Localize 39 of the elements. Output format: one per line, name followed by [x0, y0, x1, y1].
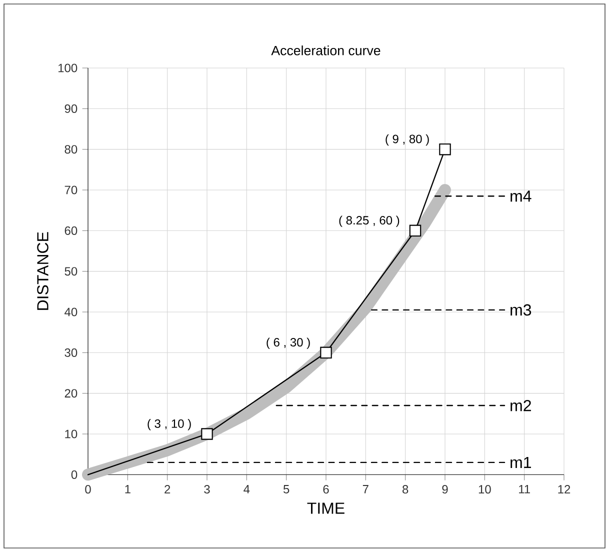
x-tick-label: 0 [85, 485, 91, 494]
y-axis-title: DISTANCE [37, 232, 48, 310]
y-tick-label: 10 [65, 430, 78, 438]
chart-title: Acceleration curve [271, 45, 380, 56]
y-tick-label: 20 [64, 389, 78, 398]
x-tick-label: 7 [362, 485, 368, 494]
y-tick-label: 60 [64, 226, 78, 235]
x-tick-label: 12 [558, 485, 570, 494]
x-tick-label: 3 [204, 485, 210, 494]
x-tick-label: 9 [442, 485, 448, 494]
x-tick-label: 10 [478, 485, 491, 494]
y-tick-label: 40 [64, 308, 78, 316]
y-tick-label: 100 [58, 64, 78, 72]
x-tick-label: 4 [244, 485, 250, 494]
point [439, 143, 451, 156]
series-label: m4 [510, 190, 532, 202]
x-tick-label: 2 [164, 485, 170, 494]
data-label: ( 3 , 10 ) [148, 419, 191, 430]
data-label: ( 9 , 80 ) [386, 134, 429, 146]
y-tick-label: 80 [64, 145, 78, 154]
data-label: ( 8.25 , 60 ) [339, 216, 400, 227]
y-tick-label: 50 [64, 267, 78, 276]
x-tick-label: 5 [283, 485, 290, 494]
y-tick-label: 30 [64, 348, 78, 357]
point [201, 428, 213, 440]
point [320, 346, 332, 359]
y-tick-label: 0 [71, 470, 78, 479]
x-axis-title: TIME [307, 502, 344, 514]
series-label: m3 [510, 304, 532, 316]
point [409, 224, 422, 237]
series-label: m1 [510, 456, 531, 468]
y-tick-label: 70 [64, 186, 78, 194]
data-label: ( 6 , 30 ) [266, 338, 310, 349]
y-tick-label: 90 [64, 104, 78, 113]
x-tick-label: 6 [323, 485, 329, 494]
x-tick-label: 11 [519, 485, 530, 494]
x-tick-label: 1 [125, 485, 130, 494]
series-label: m2 [510, 400, 531, 412]
x-tick-label: 8 [402, 485, 408, 494]
